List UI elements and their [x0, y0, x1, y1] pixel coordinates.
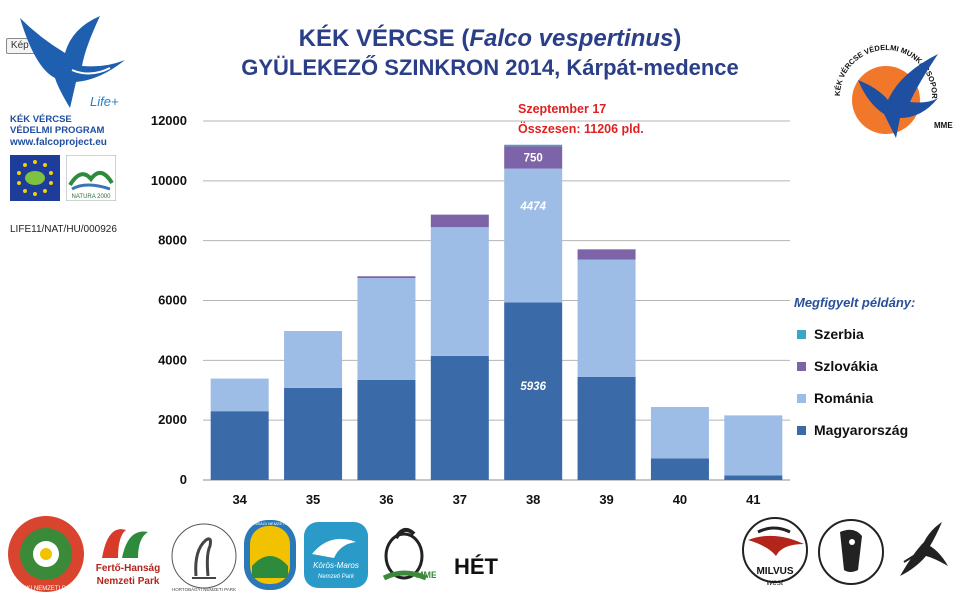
x-tick-label: 40 — [673, 492, 687, 507]
milvus-logo-icon: MILVUS west — [742, 517, 808, 587]
chart-title-line2: GYÜLEKEZŐ SZINKRON 2014, Kárpát-medence — [241, 55, 739, 80]
legend-swatch — [797, 330, 806, 339]
x-tick-label: 34 — [232, 492, 247, 507]
y-tick-label: 12000 — [151, 113, 187, 128]
x-tick-label: 35 — [306, 492, 320, 507]
data-labels: 750 4474 5936 — [519, 152, 546, 393]
bird-protection-society-logo-icon — [818, 519, 884, 585]
natura-text: NATURA 2000 — [72, 194, 112, 200]
title-pre: KÉK VÉRCSE ( — [298, 25, 470, 52]
falcon-logo-icon: Life+ — [20, 16, 125, 109]
mme-bird-logo-icon: MME — [382, 527, 436, 581]
kiskunsag-national-park-logo-icon: KISKUNSÁGI NEMZETI PARK — [243, 520, 298, 590]
bar-segment-magyarország-35 — [284, 387, 343, 480]
y-axis: 0 2000 4000 6000 8000 10000 12000 — [151, 113, 187, 487]
milvus-logo-line1: MILVUS — [756, 566, 793, 577]
hortobagy-logo-text: HORTOBÁGYI NEMZETI PARK — [172, 586, 236, 592]
ferto-logo-line2: Nemzeti Park — [97, 576, 160, 587]
data-label: 4474 — [519, 201, 546, 213]
mme-workgroup-logo-icon: KÉK VÉRCSE VÉDELMI MUNKACSOPORT MME — [818, 18, 953, 138]
legend-title: Megfigyelt példány: — [794, 295, 915, 310]
bukk-logo-text: BÜKKI NEMZETI PARK — [14, 585, 78, 592]
natura-2000-logo-icon: NATURA 2000 — [66, 155, 116, 201]
y-tick-label: 2000 — [158, 412, 187, 427]
milvus-logo-line2: west — [767, 578, 784, 587]
mme-abbr: MME — [934, 121, 953, 130]
mme-bird-logo-text: MME — [416, 570, 436, 580]
x-tick-label: 39 — [599, 492, 613, 507]
bar-segment-románia-38 — [504, 168, 563, 303]
data-label: 750 — [524, 152, 543, 164]
title-species: Falco vespertinus — [469, 25, 674, 52]
y-tick-label: 0 — [180, 472, 187, 487]
life-logo-text: Life+ — [90, 94, 119, 109]
bar-segment-magyarország-39 — [577, 376, 636, 480]
bar-segment-románia-36 — [357, 278, 416, 380]
bar-segment-románia-41 — [724, 415, 783, 476]
x-tick-label: 41 — [746, 492, 760, 507]
program-url: www.falcoproject.eu — [10, 137, 107, 148]
x-axis-title: HÉT — [454, 554, 498, 579]
program-name-line1: KÉK VÉRCSE — [10, 114, 72, 125]
data-label: 5936 — [520, 381, 546, 393]
y-tick-label: 4000 — [158, 352, 187, 367]
ferto-hansag-logo-icon: Fertő-Hanság Nemzeti Park — [96, 529, 160, 587]
kiskunsag-logo-text: KISKUNSÁGI NEMZETI PARK — [243, 521, 298, 526]
x-tick-label: 38 — [526, 492, 540, 507]
ferto-logo-line1: Fertő-Hanság — [96, 563, 160, 574]
legend-item-label: Szerbia — [814, 326, 864, 342]
program-name: KÉK VÉRCSE VÉDELMI PROGRAM — [10, 114, 104, 136]
bar-segment-magyarország-36 — [357, 379, 416, 480]
y-tick-label: 10000 — [151, 173, 187, 188]
bar-segment-szlovákia-36 — [357, 276, 416, 279]
bar-segment-románia-35 — [284, 331, 343, 388]
legend-item-label: Szlovákia — [814, 358, 878, 374]
annotation-total: Összesen: 11206 pld. — [518, 121, 644, 136]
bar-segment-magyarország-40 — [650, 458, 709, 480]
legend-swatch — [797, 362, 806, 371]
bar-segment-szerbia-38 — [504, 144, 563, 147]
koros-logo-line2: Nemzeti Park — [318, 574, 355, 580]
stork-logo-icon — [900, 522, 948, 576]
legend-swatch — [797, 394, 806, 403]
eu-life-flag-icon — [10, 155, 60, 201]
bar-segment-magyarország-41 — [724, 475, 783, 480]
bar-segment-románia-39 — [577, 259, 636, 377]
bar-segment-románia-34 — [210, 378, 269, 412]
y-tick-label: 6000 — [158, 293, 187, 308]
x-tick-label: 37 — [453, 492, 467, 507]
bar-segment-magyarország-34 — [210, 411, 269, 480]
legend-item-label: Románia — [814, 390, 873, 406]
y-tick-label: 8000 — [158, 233, 187, 248]
bar-segment-románia-37 — [430, 227, 489, 356]
bar-segment-szlovákia-39 — [577, 249, 636, 260]
hortobagy-national-park-logo-icon: HORTOBÁGYI NEMZETI PARK — [171, 523, 237, 592]
bar-segment-románia-40 — [650, 407, 709, 459]
legend-item-label: Magyarország — [814, 422, 908, 438]
annotation-date: Szeptember 17 — [518, 102, 606, 116]
legend-swatch — [797, 426, 806, 435]
x-axis: 34 35 36 37 38 39 40 41 — [232, 492, 760, 507]
bar-segment-magyarország-37 — [430, 355, 489, 480]
title-post: ) — [673, 25, 682, 52]
life-project-code: LIFE11/NAT/HU/000926 — [10, 224, 117, 235]
bar-segment-szlovákia-38 — [504, 146, 563, 169]
legend: Szerbia Szlovákia Románia Magyarország — [797, 326, 908, 438]
bar-segment-szlovákia-37 — [430, 214, 489, 228]
chart-title-line1: KÉK VÉRCSE (Falco vespertinus) — [160, 25, 820, 53]
koros-maros-national-park-logo-icon: Körös-Maros Nemzeti Park — [304, 522, 368, 588]
bukk-national-park-logo-icon: BÜKKI NEMZETI PARK — [8, 516, 84, 592]
x-tick-label: 36 — [379, 492, 393, 507]
bar-segment-magyarország-38 — [504, 302, 563, 480]
bars — [210, 144, 783, 480]
koros-logo-line1: Körös-Maros — [313, 561, 359, 570]
program-name-line2: VÉDELMI PROGRAM — [10, 125, 105, 136]
